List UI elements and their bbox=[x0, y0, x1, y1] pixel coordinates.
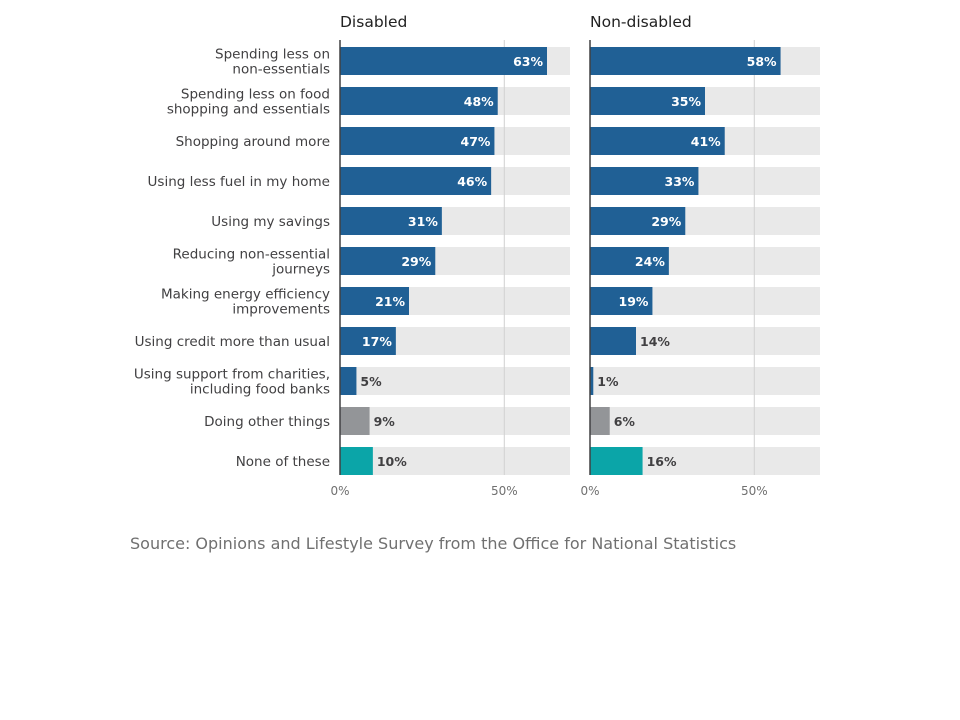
category-label: shopping and essentials bbox=[167, 102, 330, 118]
bar bbox=[340, 207, 442, 235]
data-label: 47% bbox=[461, 134, 491, 149]
data-label: 16% bbox=[647, 454, 677, 469]
category-label: non-essentials bbox=[232, 62, 330, 78]
bar bbox=[590, 407, 610, 435]
tick-label: 50% bbox=[741, 484, 768, 498]
bar bbox=[590, 127, 725, 155]
category-label: Spending less on bbox=[215, 47, 330, 63]
bar-track bbox=[340, 367, 570, 395]
bar bbox=[590, 327, 636, 355]
category-label: Spending less on food bbox=[181, 87, 330, 103]
bar bbox=[340, 127, 495, 155]
category-label: Shopping around more bbox=[176, 134, 330, 150]
tick-label: 50% bbox=[491, 484, 518, 498]
data-label: 5% bbox=[360, 374, 382, 389]
bar bbox=[590, 87, 705, 115]
category-label: None of these bbox=[236, 454, 330, 470]
data-label: 6% bbox=[614, 414, 636, 429]
data-label: 31% bbox=[408, 214, 438, 229]
bar bbox=[340, 247, 436, 275]
data-label: 14% bbox=[640, 334, 670, 349]
data-label: 58% bbox=[747, 54, 777, 69]
bar bbox=[340, 287, 409, 315]
bar bbox=[340, 367, 357, 395]
bar bbox=[590, 247, 669, 275]
data-label: 24% bbox=[635, 254, 665, 269]
bar-track bbox=[340, 447, 570, 475]
data-label: 19% bbox=[619, 294, 649, 309]
bar bbox=[340, 87, 498, 115]
data-label: 10% bbox=[377, 454, 407, 469]
data-label: 35% bbox=[671, 94, 701, 109]
category-label: Using support from charities, bbox=[134, 367, 330, 383]
data-label: 41% bbox=[691, 134, 721, 149]
panel-title: Non-disabled bbox=[590, 13, 692, 31]
category-label: journeys bbox=[271, 262, 330, 278]
data-label: 9% bbox=[374, 414, 396, 429]
category-label: Making energy efficiency bbox=[161, 287, 330, 303]
data-label: 48% bbox=[464, 94, 494, 109]
category-label: Using less fuel in my home bbox=[148, 174, 330, 190]
bar bbox=[590, 367, 594, 395]
category-label: Using my savings bbox=[211, 214, 330, 230]
bar bbox=[340, 447, 373, 475]
category-label: improvements bbox=[232, 302, 330, 318]
bar bbox=[590, 167, 699, 195]
bar bbox=[340, 47, 547, 75]
bar bbox=[590, 287, 653, 315]
data-label: 33% bbox=[665, 174, 695, 189]
category-label: Using credit more than usual bbox=[135, 334, 330, 350]
data-label: 17% bbox=[362, 334, 392, 349]
data-label: 29% bbox=[651, 214, 681, 229]
bar-track bbox=[590, 407, 820, 435]
bar bbox=[340, 167, 492, 195]
bar-track bbox=[340, 407, 570, 435]
bar-track bbox=[590, 367, 820, 395]
category-label: Doing other things bbox=[204, 414, 330, 430]
data-label: 46% bbox=[457, 174, 487, 189]
bar bbox=[590, 47, 781, 75]
data-label: 29% bbox=[401, 254, 431, 269]
bar bbox=[340, 407, 370, 435]
source-note: Source: Opinions and Lifestyle Survey fr… bbox=[130, 534, 737, 553]
bar bbox=[590, 207, 686, 235]
category-label: including food banks bbox=[190, 382, 330, 398]
data-label: 21% bbox=[375, 294, 405, 309]
data-label: 63% bbox=[513, 54, 543, 69]
tick-label: 0% bbox=[330, 484, 349, 498]
bar bbox=[340, 327, 396, 355]
panel-title: Disabled bbox=[340, 13, 407, 31]
category-label: Reducing non-essential bbox=[173, 247, 330, 263]
data-label: 1% bbox=[597, 374, 619, 389]
tick-label: 0% bbox=[580, 484, 599, 498]
bar bbox=[590, 447, 643, 475]
